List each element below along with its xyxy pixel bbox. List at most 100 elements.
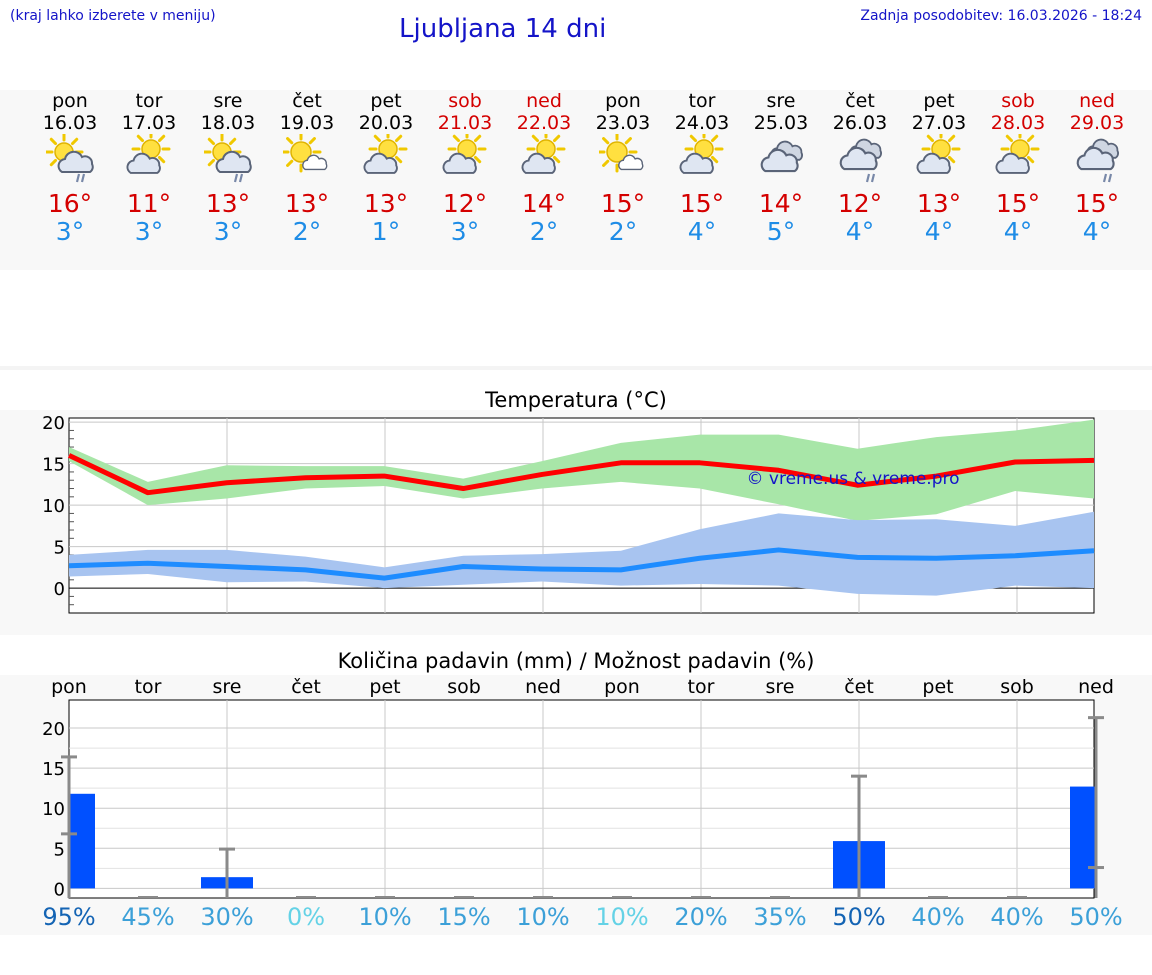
day-name: ned	[526, 90, 562, 112]
precip-day-label: pet	[922, 676, 954, 698]
precip-probability: 20%	[674, 903, 728, 931]
day-date: 22.03	[516, 112, 572, 134]
separator	[0, 366, 1152, 370]
max-temp: 11°	[126, 189, 172, 218]
precip-day-label: čet	[291, 676, 321, 698]
precip-probability: 30%	[200, 903, 254, 931]
precip-probability: 50%	[832, 903, 886, 931]
max-temp: 14°	[521, 189, 567, 218]
precip-day-label: sob	[447, 676, 481, 698]
precip-day-label: pon	[604, 676, 640, 698]
day-date: 17.03	[121, 112, 177, 134]
min-temp: 3°	[213, 217, 243, 246]
day-date: 19.03	[279, 112, 335, 134]
y-tick-label: 15	[42, 455, 65, 476]
max-temp: 13°	[363, 189, 409, 218]
min-temp: 4°	[845, 217, 875, 246]
precip-probability: 45%	[121, 903, 175, 931]
precip-day-label: ned	[525, 676, 561, 698]
watermark: © vreme.us & vreme.pro	[746, 469, 959, 489]
min-temp: 4°	[687, 217, 717, 246]
precip-day-label: ned	[1078, 676, 1114, 698]
max-temp: 16°	[47, 189, 93, 218]
last-update: Zadnja posodobitev: 16.03.2026 - 18:24	[860, 8, 1142, 24]
min-temp: 2°	[529, 217, 559, 246]
day-name: tor	[688, 90, 716, 112]
y-tick-label: 5	[54, 839, 65, 860]
sun-cloud-icon	[678, 129, 726, 184]
max-temp: 15°	[995, 189, 1041, 218]
day-name: sre	[766, 90, 796, 112]
day-date: 27.03	[911, 112, 967, 134]
location-hint: (kraj lahko izberete v meniju)	[10, 8, 216, 24]
day-name: čet	[292, 90, 322, 112]
y-tick-label: 0	[54, 879, 65, 900]
max-temp: 13°	[284, 189, 330, 218]
y-tick-label: 10	[42, 496, 65, 517]
precip-bar	[69, 793, 95, 889]
max-temp: 14°	[758, 189, 804, 218]
min-temp: 4°	[924, 217, 954, 246]
forecast-band	[0, 90, 1152, 270]
max-temp: 13°	[205, 189, 251, 218]
min-temp: 1°	[371, 217, 401, 246]
day-date: 16.03	[42, 112, 98, 134]
y-tick-label: 10	[42, 799, 65, 820]
day-name: sob	[448, 90, 482, 112]
y-tick-label: 5	[54, 538, 65, 559]
day-date: 26.03	[832, 112, 888, 134]
plot-area	[68, 699, 1095, 899]
precip-day-label: tor	[687, 676, 715, 698]
min-temp: 4°	[1003, 217, 1033, 246]
day-date: 25.03	[753, 112, 809, 134]
min-temp: 3°	[55, 217, 85, 246]
min-temp: 5°	[766, 217, 796, 246]
precip-day-label: sre	[765, 676, 795, 698]
day-name: pet	[923, 90, 955, 112]
day-date: 23.03	[595, 112, 651, 134]
day-date: 18.03	[200, 112, 256, 134]
precip-probability: 10%	[595, 903, 649, 931]
sun-cloud-icon	[915, 129, 963, 184]
day-date: 28.03	[990, 112, 1046, 134]
min-temp: 3°	[134, 217, 164, 246]
precip-day-label: sre	[212, 676, 242, 698]
precip-probability: 40%	[911, 903, 965, 931]
min-temp: 2°	[292, 217, 322, 246]
y-tick-label: 20	[42, 413, 65, 434]
sun-cloud-icon	[441, 129, 489, 184]
min-temp: 2°	[608, 217, 638, 246]
day-name: pet	[370, 90, 402, 112]
temperature-chart: 0 5 10 15 20 © vreme.us & vreme.pro	[42, 413, 1095, 614]
page-title: Ljubljana 14 dni	[399, 14, 607, 44]
max-temp-line	[67, 453, 1095, 496]
min-temp: 4°	[1082, 217, 1112, 246]
precip-chart-title: Količina padavin (mm) / Možnost padavin …	[337, 649, 815, 673]
temperature-chart-title: Temperatura (°C)	[485, 388, 667, 412]
max-temp: 15°	[600, 189, 646, 218]
max-temp: 15°	[1074, 189, 1120, 218]
min-temp-line	[68, 547, 1095, 581]
max-temp: 12°	[837, 189, 883, 218]
y-tick-label: 0	[54, 579, 65, 600]
sun-cloud-rain-icon	[202, 132, 252, 184]
cloud-rain-icon	[1073, 134, 1121, 184]
precip-probability: 50%	[1069, 903, 1123, 931]
precip-day-label: tor	[134, 676, 162, 698]
precip-probability: 15%	[437, 903, 491, 931]
max-temp: 12°	[442, 189, 488, 218]
sun-small-cloud-icon	[280, 131, 331, 184]
day-name: sre	[213, 90, 243, 112]
day-date: 24.03	[674, 112, 730, 134]
day-name: tor	[135, 90, 163, 112]
precip-probability: 95%	[42, 903, 96, 931]
day-date: 29.03	[1069, 112, 1125, 134]
precip-day-label: sob	[1000, 676, 1034, 698]
precip-probability: 35%	[753, 903, 807, 931]
min-temp-range	[69, 511, 1094, 596]
sun-cloud-icon	[362, 129, 410, 184]
precip-chart: 0 5 10 15 20	[42, 699, 1104, 900]
precip-day-label: pet	[369, 676, 401, 698]
precip-probability: 0%	[286, 903, 326, 931]
sun-cloud-icon	[125, 129, 173, 184]
